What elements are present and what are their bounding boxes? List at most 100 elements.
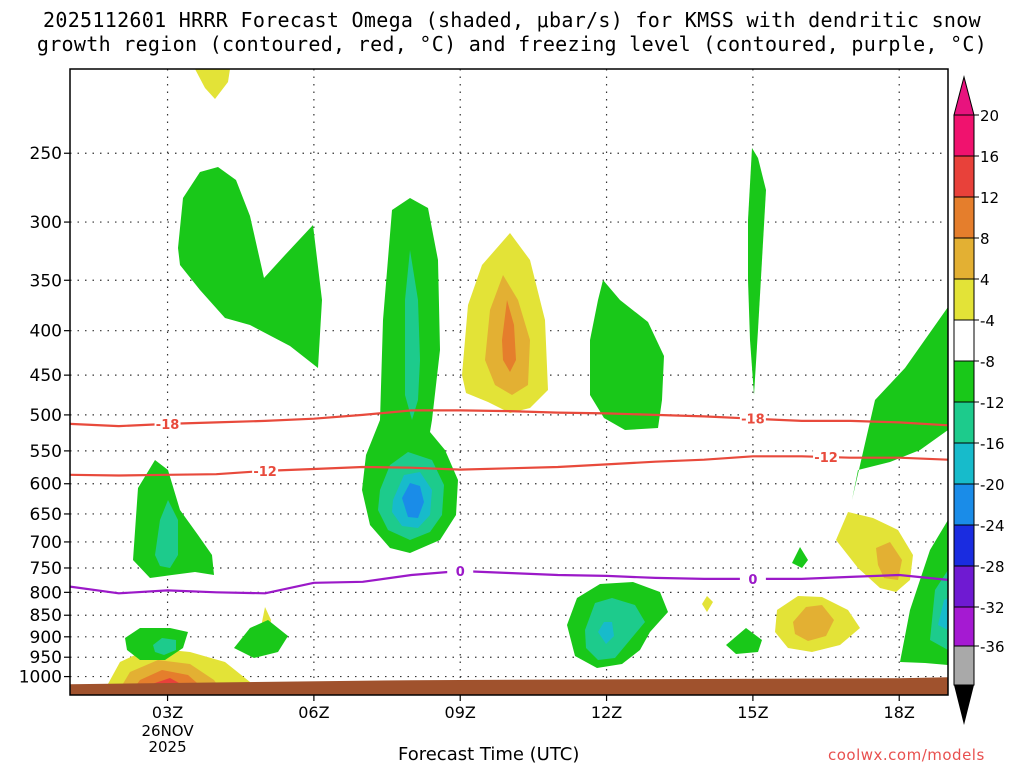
colorbar-label: -8: [980, 353, 995, 371]
contour-label: 0: [748, 573, 757, 588]
y-tick-label: 650: [30, 505, 62, 525]
x-date-label: 26NOV: [141, 722, 194, 740]
contour-label-bg: [739, 570, 766, 586]
colorbar-swatch: [953, 114, 975, 157]
colorbar-label: -36: [980, 638, 1005, 656]
colorbar-swatch: [953, 606, 975, 649]
y-tick-label: 250: [30, 144, 62, 164]
contour-label-bg: [813, 449, 840, 465]
omega-area-yellow-14z: [702, 596, 713, 612]
colorbar-label: 20: [980, 107, 999, 125]
omega-area-teal-right-low: [930, 570, 948, 650]
colorbar-swatch: [953, 196, 975, 239]
y-tick-label: 1000: [19, 668, 62, 688]
omega-area-orange-plume: [502, 300, 516, 372]
colorbar-label: -24: [980, 517, 1005, 535]
x-tick-label: 06Z: [298, 703, 329, 722]
contour-label-bg: [252, 462, 279, 478]
omega-area-green-16z: [792, 547, 808, 568]
y-tick-label: 350: [30, 271, 62, 291]
colorbar-label: -4: [980, 312, 995, 330]
omega-shading: [103, 69, 948, 762]
colorbar-swatch: [953, 155, 975, 198]
omega-area-green-05z-low: [234, 620, 288, 658]
omega-area-teal-03z-low: [153, 638, 176, 655]
contour-label: -12: [814, 451, 838, 466]
omega-area-green-spike: [748, 148, 766, 395]
y-axis: 2503003504004505005506006507007508008509…: [19, 144, 70, 688]
credit-link[interactable]: coolwx.com/models: [828, 746, 985, 764]
y-tick-label: 550: [30, 442, 62, 462]
colorbar-label: -28: [980, 558, 1005, 576]
colorbar-swatch: [953, 360, 975, 403]
colorbar-label: -32: [980, 599, 1005, 617]
x-axis-label: Forecast Time (UTC): [398, 744, 580, 765]
contour-label-bg: [447, 562, 474, 578]
contour-line: [70, 455, 948, 477]
colorbar-top-arrow: [953, 75, 975, 116]
title-line-2: growth region (contoured, red, °C) and f…: [36, 32, 988, 56]
contour-line: [70, 409, 948, 428]
omega-area-green-right: [852, 307, 948, 500]
colorbar-label: 8: [980, 230, 990, 248]
omega-area-teal-12z-lower: [585, 598, 645, 660]
x-tick-label: 09Z: [445, 703, 476, 722]
contour-label: -18: [741, 413, 765, 428]
x-date-label: 2025: [148, 738, 186, 756]
y-tick-label: 500: [30, 406, 62, 426]
plot-frame: [69, 68, 949, 696]
colorbar-swatch: [953, 565, 975, 608]
colorbar-swatch: [953, 524, 975, 567]
colorbar-swatch: [953, 483, 975, 526]
y-tick-label: 950: [30, 648, 62, 668]
chart-title: 2025112601 HRRR Forecast Omega (shaded, …: [0, 8, 1024, 56]
contour-label: -12: [253, 465, 277, 480]
colorbar-label: 4: [980, 271, 990, 289]
contour-line: [70, 569, 948, 595]
colorbar-bottom-arrow: [954, 685, 974, 725]
temperature-contours: -18 -18 -12 -12 0 0: [70, 409, 948, 595]
omega-area-teal-column-upper: [405, 250, 420, 420]
contour-label-bg: [739, 410, 766, 426]
contour-label: -18: [156, 418, 180, 433]
omega-area-gold-16z: [793, 605, 834, 641]
y-tick-label: 850: [30, 606, 62, 626]
title-line-1: 2025112601 HRRR Forecast Omega (shaded, …: [43, 8, 981, 32]
y-tick-label: 750: [30, 559, 62, 579]
y-tick-label: 900: [30, 628, 62, 648]
colorbar-swatch: [953, 319, 975, 362]
omega-area-cyan-12z-lower: [598, 622, 614, 644]
x-tick-label: 03Z: [152, 703, 183, 722]
y-tick-label: 800: [30, 583, 62, 603]
omega-area-teal-left: [155, 500, 178, 568]
colorbar: 20 16 12 8 4 -4 -8 -12 -16 -20 -24 -28 -32 -36: [953, 75, 1005, 725]
colorbar-label: 16: [980, 148, 999, 166]
omega-area-yellow-top: [195, 69, 230, 99]
omega-area-blue-column: [402, 483, 424, 518]
x-tick-label: 18Z: [884, 703, 915, 722]
y-tick-label: 450: [30, 366, 62, 386]
y-tick-label: 300: [30, 213, 62, 233]
colorbar-label: -20: [980, 476, 1005, 494]
omega-area-green-12z-upper: [590, 280, 664, 430]
colorbar-swatch: [953, 237, 975, 280]
colorbar-label: 12: [980, 189, 999, 207]
omega-area-gold-18z: [876, 542, 902, 580]
terrain-surface: [70, 677, 948, 695]
contour-label-bg: [154, 415, 181, 431]
y-tick-label: 600: [30, 475, 62, 495]
y-tick-label: 700: [30, 533, 62, 553]
colorbar-label: -16: [980, 435, 1005, 453]
terrain: [70, 677, 948, 695]
colorbar-swatch: [953, 401, 975, 444]
x-tick-label: 15Z: [737, 703, 768, 722]
omega-area-green-07z: [345, 735, 372, 762]
colorbar-label: -12: [980, 394, 1005, 412]
x-tick-label: 12Z: [591, 703, 622, 722]
omega-area-cyan-right-low: [938, 598, 948, 630]
colorbar-swatch: [953, 645, 975, 686]
omega-area-green-15z-low: [726, 628, 762, 654]
contour-label: 0: [456, 565, 465, 580]
